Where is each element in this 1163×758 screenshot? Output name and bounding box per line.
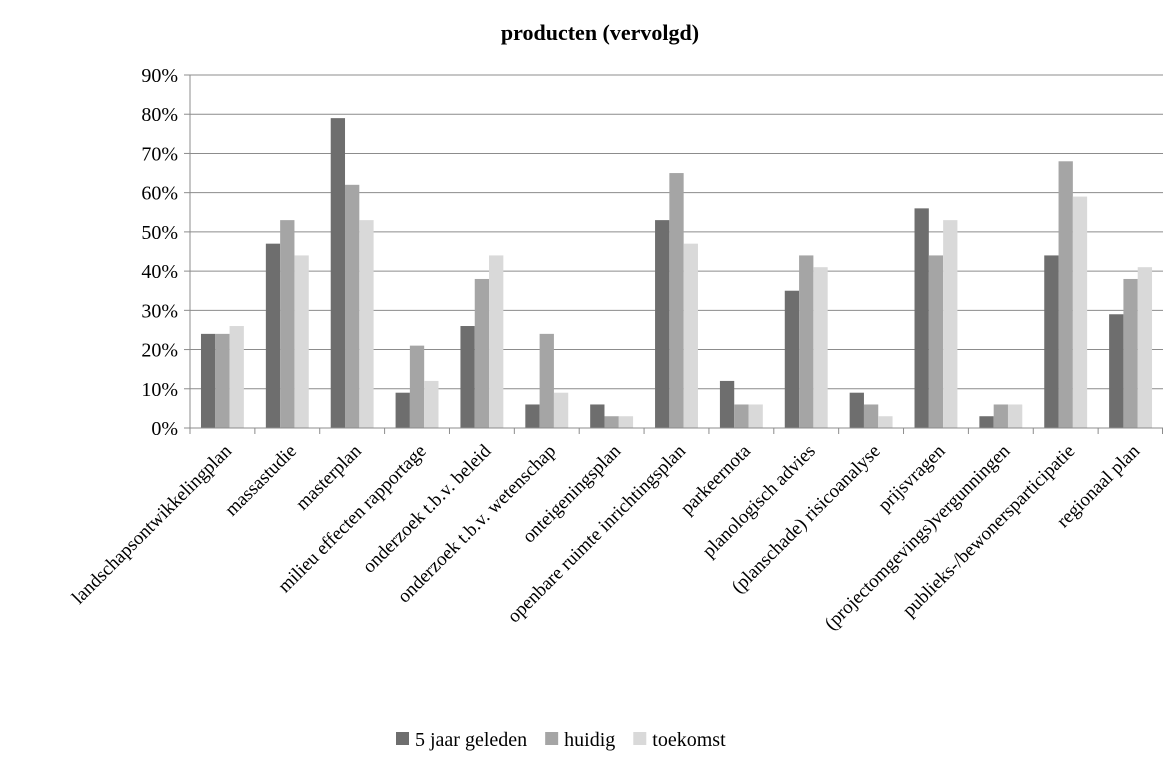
bar (1137, 267, 1153, 428)
bar (1044, 255, 1059, 428)
legend-item: 5 jaar geleden (396, 729, 527, 751)
bar (215, 333, 230, 428)
bar (590, 404, 605, 428)
bar (683, 243, 698, 428)
bar (330, 118, 346, 428)
bar (280, 220, 295, 428)
y-tick-label: 10% (141, 379, 178, 401)
bar (618, 416, 634, 428)
x-tick-label: planologisch advies (699, 441, 820, 562)
bar (1072, 196, 1088, 428)
bar (294, 255, 309, 428)
bar (1123, 278, 1138, 428)
y-tick-label: 30% (141, 300, 178, 322)
bar (489, 255, 504, 428)
bar (979, 416, 994, 428)
y-axis: 0% 10% 20% 30% 40% 50% 60% 70% 80% 90% (141, 65, 191, 440)
bar (1007, 404, 1023, 428)
chart-title: producten (vervolgd) (501, 20, 699, 45)
bar (604, 416, 619, 428)
y-tick-label: 20% (141, 340, 178, 362)
bar (943, 220, 958, 428)
bar (395, 392, 410, 428)
bar (719, 380, 735, 428)
bar (748, 404, 763, 428)
legend: 5 jaar geleden huidig toekomst (396, 729, 726, 751)
bar (849, 392, 864, 428)
bar (655, 220, 670, 428)
legend-item: huidig (545, 729, 615, 751)
y-tick-label: 60% (141, 183, 178, 205)
bar (200, 333, 216, 428)
bar (878, 416, 893, 428)
bar (474, 278, 490, 428)
x-tick-label: onderzoek t.b.v. beleid (359, 440, 496, 577)
y-tick-label: 80% (141, 104, 178, 126)
bar (813, 267, 828, 428)
bar (409, 345, 425, 428)
bar (345, 184, 360, 428)
legend-label: huidig (564, 729, 615, 751)
y-tick-label: 90% (141, 65, 178, 87)
bar (863, 404, 879, 428)
bar (424, 380, 439, 428)
bar (359, 220, 374, 428)
bar (993, 404, 1008, 428)
bar (928, 255, 944, 428)
bar (669, 173, 684, 428)
legend-item: toekomst (633, 729, 726, 751)
bar (1058, 161, 1073, 429)
bar (539, 333, 554, 428)
bars (200, 118, 1153, 429)
bar (553, 392, 569, 428)
bar (914, 208, 929, 428)
legend-swatch (545, 732, 559, 745)
legend-label: 5 jaar geleden (415, 729, 527, 751)
bar (784, 290, 800, 428)
y-tick-label: 0% (151, 418, 178, 440)
bar (525, 404, 540, 428)
x-axis: landschapsontwikkelingplanmassastudiemas… (68, 427, 1163, 634)
bar (799, 255, 814, 428)
legend-label: toekomst (652, 729, 726, 751)
y-tick-label: 50% (141, 222, 178, 244)
bar (265, 243, 281, 428)
x-tick-label: landschapsontwikkelingplan (68, 440, 236, 608)
bar (460, 326, 475, 428)
y-tick-label: 70% (141, 143, 178, 165)
bar (229, 326, 244, 428)
legend-swatch (396, 732, 409, 745)
bar (734, 404, 749, 428)
y-tick-label: 40% (141, 261, 178, 283)
legend-swatch (633, 732, 647, 745)
bar (1109, 314, 1124, 428)
